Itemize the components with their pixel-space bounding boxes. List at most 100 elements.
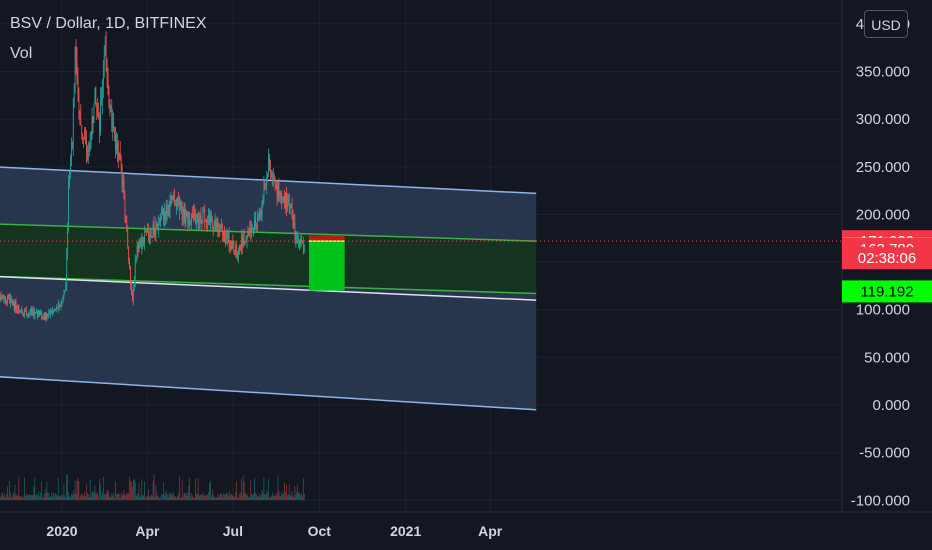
x-tick-label: Apr: [135, 523, 160, 539]
volume-bar: [125, 495, 127, 500]
volume-bar: [266, 490, 268, 500]
volume-bar: [236, 481, 238, 500]
candle-body: [263, 184, 265, 200]
volume-bar: [78, 481, 80, 500]
volume-bar: [148, 496, 150, 500]
candle-body: [200, 215, 202, 222]
volume-bar: [98, 497, 99, 500]
volume-bar: [215, 496, 217, 500]
volume-bar: [91, 491, 93, 500]
candle-body: [87, 154, 88, 160]
volume-bar: [114, 497, 115, 500]
volume-bar: [166, 494, 168, 500]
volume-bar: [180, 497, 182, 500]
price-label-box: [842, 247, 932, 270]
volume-bar: [237, 497, 238, 500]
candle-body: [179, 206, 181, 211]
volume-bar: [28, 494, 30, 500]
candle-body: [196, 214, 198, 217]
currency-button[interactable]: USD: [864, 10, 908, 38]
candle-body: [51, 310, 53, 314]
candle-body: [302, 241, 303, 244]
candle-body: [302, 243, 304, 252]
volume-bar: [94, 485, 96, 500]
candle-body: [130, 266, 131, 284]
volume-bar: [204, 494, 206, 500]
candle-body: [180, 202, 182, 207]
candle-body: [156, 223, 158, 227]
candle-body: [111, 107, 113, 128]
candle-body: [204, 209, 206, 220]
candle-body: [170, 199, 172, 205]
candle-body: [189, 212, 191, 224]
volume-bar: [259, 496, 261, 500]
candle-body: [236, 244, 238, 254]
volume-bar: [158, 497, 160, 500]
candle-body: [100, 100, 101, 133]
long-position-tool[interactable]: [308, 235, 345, 291]
volume-bar: [228, 491, 230, 500]
volume-bar: [103, 494, 105, 500]
candle-body: [141, 239, 143, 248]
candle-body: [226, 233, 228, 238]
candlesticks[interactable]: [0, 31, 305, 323]
candle-body: [103, 51, 105, 66]
volume-bar: [187, 492, 189, 500]
candle-body: [243, 235, 245, 244]
candle-body: [229, 245, 231, 247]
candle-body: [290, 205, 292, 208]
volume-bar: [48, 493, 50, 500]
candle-body: [133, 289, 134, 301]
volume-bar: [208, 492, 209, 500]
candle-body: [15, 301, 17, 310]
volume-bar: [267, 492, 268, 500]
volume-bar: [113, 492, 114, 500]
volume-bar: [110, 497, 112, 500]
volume-bar: [194, 478, 196, 500]
candle-body: [50, 310, 52, 314]
candle-body: [38, 311, 39, 317]
candle-body: [40, 311, 42, 318]
candle-body: [197, 214, 199, 223]
candle-body: [220, 226, 222, 228]
candle-body: [190, 222, 191, 224]
candle-body: [158, 222, 160, 229]
volume-bar: [258, 493, 260, 500]
candle-body: [272, 174, 274, 179]
candle-body: [284, 197, 285, 208]
candle-body: [194, 213, 196, 223]
candle-body: [77, 77, 79, 95]
candle-body: [217, 224, 219, 230]
candle-body: [145, 230, 146, 232]
candle-body: [84, 137, 85, 139]
volume-bar: [150, 494, 152, 500]
volume-bar: [31, 494, 33, 500]
candle-body: [179, 201, 180, 211]
symbol-title: BSV / Dollar, 1D, BITFINEX: [10, 15, 207, 32]
volume-bar: [226, 493, 228, 500]
volume-bar: [29, 495, 31, 500]
candle-body: [218, 229, 220, 231]
candle-body: [22, 312, 23, 316]
volume-bar: [102, 492, 103, 500]
candle-body: [105, 45, 107, 59]
candle-body: [93, 103, 95, 123]
volume-bar: [219, 494, 221, 500]
volume-bar: [273, 495, 275, 500]
candle-body: [43, 315, 45, 319]
volume-bar: [62, 494, 64, 500]
candle-body: [10, 298, 11, 304]
volume-bar: [243, 481, 245, 500]
volume-bar: [105, 493, 107, 500]
volume-bar: [1, 493, 3, 500]
volume-bar: [6, 494, 7, 500]
candle-body: [291, 205, 293, 217]
volume-bar: [34, 477, 36, 500]
volume-bar: [200, 495, 202, 500]
volume-bar: [255, 492, 256, 500]
volume-bar: [122, 495, 124, 500]
candle-body: [253, 227, 254, 233]
volume-bar: [132, 486, 133, 500]
volume-bar: [55, 493, 56, 500]
